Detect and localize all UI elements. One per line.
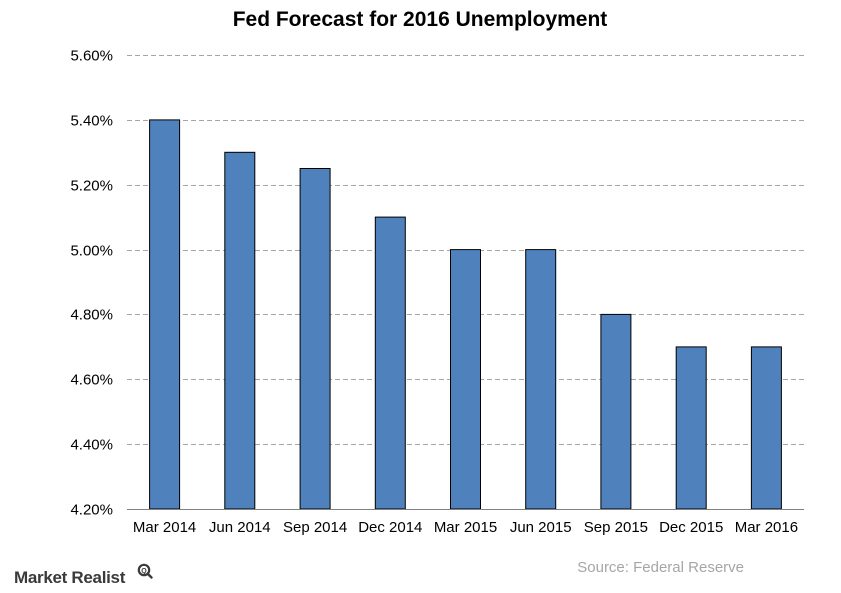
x-axis-tick-labels: Mar 2014 Jun 2014 Sep 2014 Dec 2014 Mar 2015… (133, 519, 798, 536)
source-note: Source: Federal Reserve (577, 559, 744, 576)
y-tick-label: 5.00% (70, 243, 113, 260)
bar (675, 346, 707, 510)
y-tick-label: 5.20% (70, 178, 113, 195)
bar (750, 346, 782, 510)
x-tick-label: Sep 2015 (584, 519, 648, 536)
y-tick-label: 4.40% (70, 437, 113, 454)
bar (299, 168, 331, 510)
x-tick-label: Dec 2015 (659, 519, 723, 536)
bar (374, 216, 406, 510)
chart-title: Fed Forecast for 2016 Unemployment (233, 8, 608, 31)
y-tick-label: 5.40% (70, 113, 113, 130)
y-axis-tick-labels: 4.20% 4.40% 4.60% 4.80% 5.00% 5.20% 5.40% 5.60% (70, 48, 113, 519)
y-tick-label: 5.60% (70, 48, 113, 65)
brand-name: Market Realist (14, 568, 126, 587)
svg-text:Q: Q (141, 568, 147, 575)
x-tick-label: Sep 2014 (283, 519, 347, 536)
x-tick-label: Mar 2016 (735, 519, 798, 536)
x-tick-label: Jun 2015 (510, 519, 572, 536)
bar (450, 249, 481, 510)
y-tick-label: 4.80% (70, 307, 113, 324)
y-tick-label: 4.20% (70, 502, 113, 519)
x-tick-label: Dec 2014 (358, 519, 422, 536)
bar (600, 313, 632, 510)
magnifier-q-icon: Q (137, 563, 153, 579)
bars (149, 119, 782, 510)
brand-logo: Market Realist Q (14, 563, 153, 587)
y-tick-label: 4.60% (70, 372, 113, 389)
bar (525, 249, 557, 510)
x-tick-label: Mar 2014 (133, 519, 196, 536)
x-tick-label: Mar 2015 (434, 519, 497, 536)
x-tick-label: Jun 2014 (209, 519, 271, 536)
bar (224, 151, 256, 510)
bar (149, 119, 181, 510)
